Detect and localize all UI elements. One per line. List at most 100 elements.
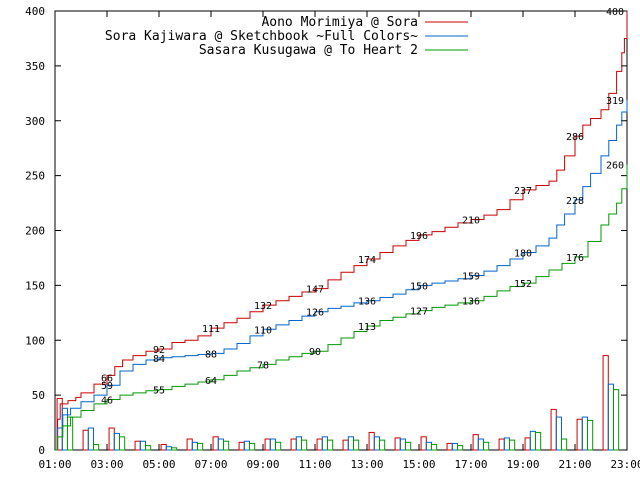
data-label-1-8: 228	[566, 196, 584, 207]
bar-1-7	[243, 440, 250, 451]
data-label-0-5: 147	[306, 285, 324, 296]
bar-1-14	[425, 441, 432, 451]
bar-0-11	[342, 439, 349, 451]
x-tick-label-9: 19:00	[506, 458, 539, 471]
bar-0-2	[108, 427, 115, 451]
bar-0-13	[394, 437, 401, 451]
data-label-1-6: 159	[462, 271, 480, 282]
data-label-1-1: 88	[205, 349, 217, 360]
series-lines	[55, 11, 628, 451]
bar-2-17	[508, 439, 516, 451]
data-label-0-8: 210	[462, 216, 480, 227]
y-tick-label-5: 250	[25, 170, 45, 183]
bar-2-15	[456, 445, 464, 451]
bar-2-11	[352, 439, 360, 451]
bar-0-14	[420, 436, 427, 451]
bar-2-13	[404, 441, 412, 451]
x-tick-label-1: 03:00	[90, 458, 123, 471]
data-label-0-10: 286	[566, 132, 584, 143]
bar-1-1	[87, 427, 94, 451]
bar-2-14	[430, 444, 438, 451]
bar-0-21	[602, 355, 609, 451]
x-tick-label-7: 15:00	[402, 458, 435, 471]
bar-1-4	[165, 446, 172, 451]
series-line-0	[55, 11, 628, 451]
bar-1-8	[269, 438, 276, 451]
bar-0-5	[186, 438, 193, 451]
legend-label-2: Sasara Kusugawa @ To Heart 2	[199, 43, 418, 58]
bar-2-8	[274, 441, 282, 451]
x-tick-label-2: 05:00	[142, 458, 175, 471]
data-label-1-3: 126	[306, 308, 324, 319]
data-label-1-7: 180	[514, 248, 532, 259]
data-label-2-4: 90	[309, 347, 321, 358]
bar-1-10	[321, 436, 328, 451]
bar-2-10	[326, 439, 334, 451]
bar-0-7	[238, 441, 245, 451]
x-tick-label-3: 07:00	[194, 458, 227, 471]
bar-0-9	[290, 438, 297, 451]
data-label-0-7: 196	[410, 231, 428, 242]
bar-1-19	[555, 416, 562, 451]
bar-1-12	[373, 436, 380, 451]
y-tick-label-4: 200	[25, 225, 45, 238]
data-label-0-3: 111	[202, 324, 220, 335]
histogram-bars	[56, 355, 620, 451]
y-tick-label-1: 50	[32, 389, 45, 402]
bar-2-18	[534, 431, 542, 451]
data-label-0-1: 59	[101, 381, 113, 392]
y-tick-label-0: 0	[38, 444, 45, 457]
bar-2-7	[248, 442, 256, 451]
bar-1-9	[295, 436, 302, 451]
data-label-2-6: 127	[410, 307, 428, 318]
data-label-2-1: 55	[153, 386, 165, 397]
bar-2-2	[118, 436, 126, 451]
data-label-2-10: 260	[606, 161, 624, 172]
data-label-1-2: 110	[254, 325, 272, 336]
data-label-1-4: 136	[358, 297, 376, 308]
bar-0-18	[524, 437, 531, 451]
data-label-0-11: 400	[606, 7, 624, 18]
data-label-1-0: 84	[153, 354, 165, 365]
bar-1-6	[217, 438, 224, 451]
bar-0-19	[550, 408, 557, 451]
y-tick-label-2: 100	[25, 334, 45, 347]
bar-1-20	[581, 416, 588, 451]
bar-2-20	[586, 419, 594, 451]
data-label-0-4: 132	[254, 301, 272, 312]
data-label-2-8: 152	[514, 279, 532, 290]
series-line-2	[55, 164, 628, 451]
data-label-1-9: 319	[606, 96, 624, 107]
data-label-2-0: 46	[101, 396, 113, 407]
x-tick-label-4: 09:00	[246, 458, 279, 471]
bar-1-13	[399, 438, 406, 451]
bar-0-16	[472, 434, 479, 451]
y-tick-label-8: 400	[25, 5, 45, 18]
y-tick-label-7: 350	[25, 60, 45, 73]
x-tick-label-5: 11:00	[298, 458, 331, 471]
plot-border	[54, 10, 628, 451]
x-tick-label-6: 13:00	[350, 458, 383, 471]
bar-0-10	[316, 438, 323, 451]
bar-2-9	[300, 439, 308, 451]
bar-0-4	[160, 444, 167, 451]
bar-0-8	[264, 438, 271, 451]
data-label-0-6: 174	[358, 255, 376, 266]
x-tick-label-8: 17:00	[454, 458, 487, 471]
bar-1-21	[607, 383, 614, 451]
bar-1-18	[529, 430, 536, 451]
bar-1-15	[451, 442, 458, 451]
bar-0-15	[446, 442, 453, 451]
data-label-2-3: 78	[257, 360, 269, 371]
data-label-2-5: 113	[358, 322, 376, 333]
x-tick-label-11: 23:00	[610, 458, 640, 471]
axis-ticks: 01:00 03:00 05:00 07:00 09:00 11:00 13:00 15:00…	[25, 5, 640, 471]
bar-2-5	[196, 442, 204, 451]
bar-2-0	[66, 416, 74, 451]
data-label-2-2: 64	[205, 376, 217, 387]
bar-0-1	[82, 429, 89, 451]
series-line-1	[55, 99, 628, 451]
